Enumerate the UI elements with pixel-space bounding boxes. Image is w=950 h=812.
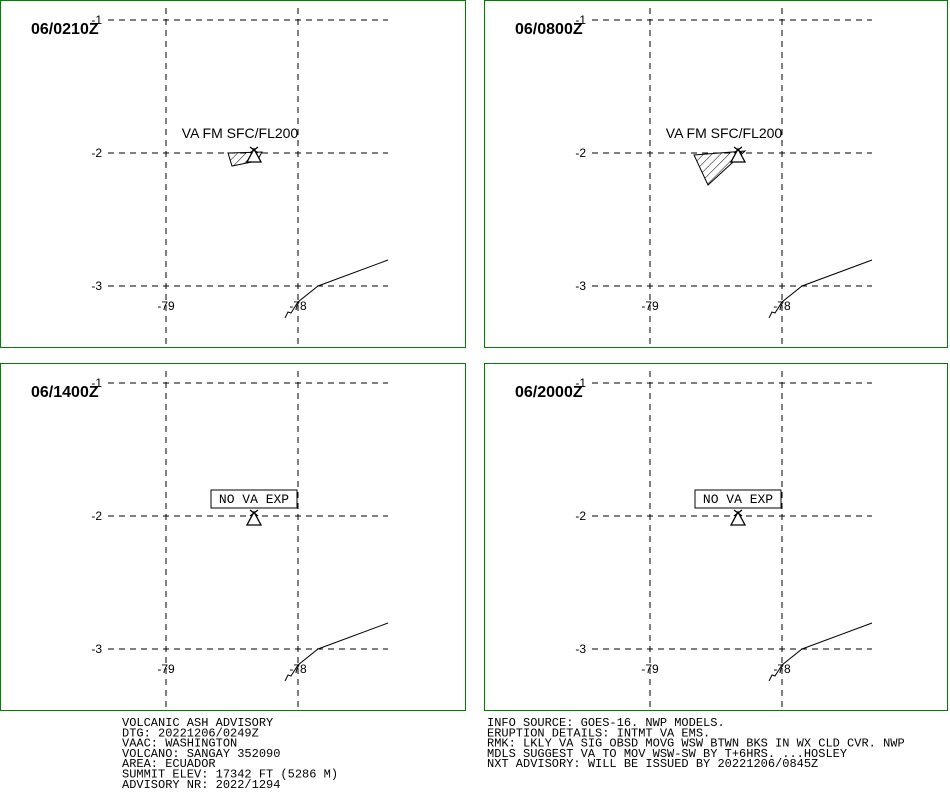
panel-border (484, 363, 948, 711)
coastline (284, 259, 389, 319)
panel-border (0, 0, 466, 348)
valid-time: 06/1400Z (31, 384, 99, 401)
footer-line: VAAC: WASHINGTON (122, 737, 237, 751)
ash-label: VA FM SFC/FL200 (666, 125, 783, 141)
lat-tick-label: -2 (91, 146, 102, 160)
lon-tick-label: -79 (641, 662, 659, 676)
volcano-mark (249, 146, 259, 154)
lon-tick-label: -79 (157, 662, 175, 676)
lon-tick-label: -79 (641, 299, 659, 313)
coastline (284, 622, 389, 682)
footer-line: VOLCANIC ASH ADVISORY (122, 716, 273, 730)
footer-line: ERUPTION DETAILS: INTMT VA EMS. (487, 726, 710, 740)
coastline (768, 622, 873, 682)
lat-tick-label: -2 (575, 509, 586, 523)
volcano-symbol (729, 147, 747, 163)
volcano-mark (249, 509, 259, 517)
volcano-symbol (245, 147, 263, 163)
footer-line: NXT ADVISORY: WILL BE ISSUED BY 20221206… (487, 757, 818, 771)
footer-line: VOLCANO: SANGAY 352090 (122, 747, 280, 761)
valid-time: 06/0800Z (515, 21, 583, 38)
footer-line: INFO SOURCE: GOES-16. NWP MODELS. (487, 716, 725, 730)
lat-tick-label: -3 (575, 279, 586, 293)
volcano-mark (733, 509, 743, 517)
lon-tick-label: -79 (157, 299, 175, 313)
footer-line: MDLS SUGGEST VA TO MOV WSW-SW BY T+6HRS.… (487, 747, 847, 761)
footer-line: ADVISORY NR: 2022/1294 (122, 778, 280, 792)
footer-line: DTG: 20221206/0249Z (122, 726, 259, 740)
ash-label: NO VA EXP (219, 492, 289, 507)
footer-line: SUMMIT ELEV: 17342 FT (5286 M) (122, 768, 338, 782)
label-box (210, 489, 298, 509)
volcano-symbol (245, 510, 263, 526)
panel-border (484, 0, 948, 348)
label-box (694, 489, 782, 509)
lat-tick-label: -1 (91, 376, 102, 390)
footer-line: RMK: LKLY VA SIG OBSD MOVG WSW BTWN BKS … (487, 737, 905, 751)
volcano-mark (733, 146, 743, 154)
ash-label: VA FM SFC/FL200 (182, 125, 299, 141)
lat-tick-label: -2 (575, 146, 586, 160)
panel-border (0, 363, 466, 711)
lat-tick-label: -1 (575, 13, 586, 27)
coastline (768, 259, 873, 319)
lat-tick-label: -2 (91, 509, 102, 523)
lat-tick-label: -1 (575, 376, 586, 390)
lat-tick-label: -1 (91, 13, 102, 27)
volcano-symbol (729, 510, 747, 526)
lat-tick-label: -3 (575, 642, 586, 656)
lat-tick-label: -3 (91, 642, 102, 656)
lat-tick-label: -3 (91, 279, 102, 293)
valid-time: 06/2000Z (515, 384, 583, 401)
footer-line: AREA: ECUADOR (122, 757, 216, 771)
ash-label: NO VA EXP (703, 492, 773, 507)
valid-time: 06/0210Z (31, 21, 99, 38)
